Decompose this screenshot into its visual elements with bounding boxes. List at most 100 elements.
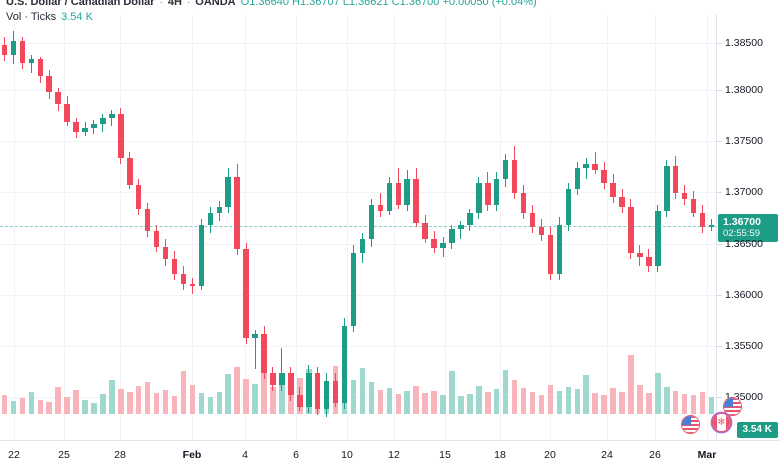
candle-wick [111,109,113,126]
volume-bar [574,389,581,414]
candle-body [46,76,52,92]
candle-body [556,225,563,274]
volume-bar [440,394,446,414]
candle-body [314,372,321,410]
time-tick-label: 4 [242,449,248,461]
candle-body [359,239,366,254]
volume-bar [171,395,178,414]
time-tick-label: Feb [182,449,202,461]
time-tick-label: 24 [601,449,613,461]
candle-body [198,225,205,286]
gridline-vertical [445,14,446,440]
volume-bar [637,384,643,414]
gridline-vertical [347,14,348,440]
candle-body [297,394,303,408]
candle-body [127,158,133,185]
volume-bar [144,382,151,414]
candle-body [368,204,375,240]
currency-flag-badges: ❄ 3.54 K [660,392,780,442]
gridline-vertical [550,14,551,440]
candle-body [350,253,357,327]
volume-bar [592,393,598,414]
gridline-vertical [296,14,297,440]
bar-countdown: 02:55:59 [723,228,760,239]
candle-body [493,178,500,205]
time-tick-label: Mar [697,449,717,461]
flag-us-icon-secondary[interactable] [681,415,700,434]
volume-bar [538,394,545,414]
gridline-horizontal [0,346,716,347]
plot-area[interactable] [0,14,716,440]
interval-label[interactable]: 4H [167,0,182,8]
volume-bar [664,387,670,414]
candle-body [538,227,545,236]
volume-bar [28,392,35,414]
volume-bar [216,391,223,414]
candle-body [547,235,554,274]
candle-body [162,247,169,260]
volume-bar [153,393,160,414]
candle-body [10,40,17,56]
volume-bar [422,393,428,414]
candle-body [189,283,196,286]
price-axis[interactable]: 1.36700 02:55:59 1.38500 1.38000 1.37500 1.… [716,14,780,440]
gridline-horizontal [0,192,716,193]
volume-bar [681,394,688,414]
candle-body [91,123,97,128]
symbol-title[interactable]: U.S. Dollar / Canadian Dollar [6,0,155,8]
volume-bar [690,394,697,414]
time-tick-label: 25 [58,449,70,461]
time-tick-label: 15 [439,449,451,461]
candle-body [261,334,267,373]
candle-body [637,253,643,258]
candle-body [628,206,634,254]
candle-body [180,273,187,284]
candle-body [377,204,384,211]
price-tick-label: 1.35500 [725,340,763,352]
volume-bar [46,402,52,414]
current-price-value: 1.36700 [723,216,761,228]
candle-body [485,182,491,205]
candle-body [118,113,124,159]
volume-bar [386,388,393,414]
candle-body [395,182,402,205]
time-tick-label: 22 [8,449,20,461]
flag-canada-icon[interactable]: ❄ [712,413,731,432]
current-price-line [0,226,716,227]
candle-body [413,178,419,224]
candle-body [699,212,706,228]
volume-bar [672,390,679,414]
candle-body [511,160,518,193]
volume-value-badge[interactable]: 3.54 K [736,422,778,438]
candle-wick [30,55,32,74]
legend-symbol-row: U.S. Dollar / Canadian Dollar · 4H · OAN… [6,0,537,9]
volume-bar [198,393,205,414]
candle-body [144,208,151,232]
candle-body [225,176,231,207]
candle-body [19,40,26,64]
current-price-label[interactable]: 1.36700 02:55:59 [718,214,778,242]
candle-wick [254,330,256,369]
volume-bar [234,366,240,414]
volume-bar [467,394,473,414]
candle-body [619,196,625,207]
candle-body [520,192,527,213]
candle-body [574,168,581,189]
candle-body [82,127,88,132]
volume-bar [502,369,509,414]
volume-bar [279,374,285,414]
gridline-horizontal [0,295,716,296]
volume-bar [252,384,258,414]
exchange-label[interactable]: OANDA [195,0,236,8]
volume-bar [82,400,88,414]
candle-body [252,334,258,339]
candle-body [664,166,670,211]
time-axis[interactable]: 22 25 28 Feb 4 6 10 12 15 18 20 24 26 Mar [0,440,780,470]
volume-bar [10,401,17,414]
candle-body [565,188,572,226]
flag-us-icon[interactable] [723,397,742,416]
volume-bar [359,368,366,414]
price-tick-label: 1.37500 [725,135,763,147]
candle-body [583,164,589,169]
